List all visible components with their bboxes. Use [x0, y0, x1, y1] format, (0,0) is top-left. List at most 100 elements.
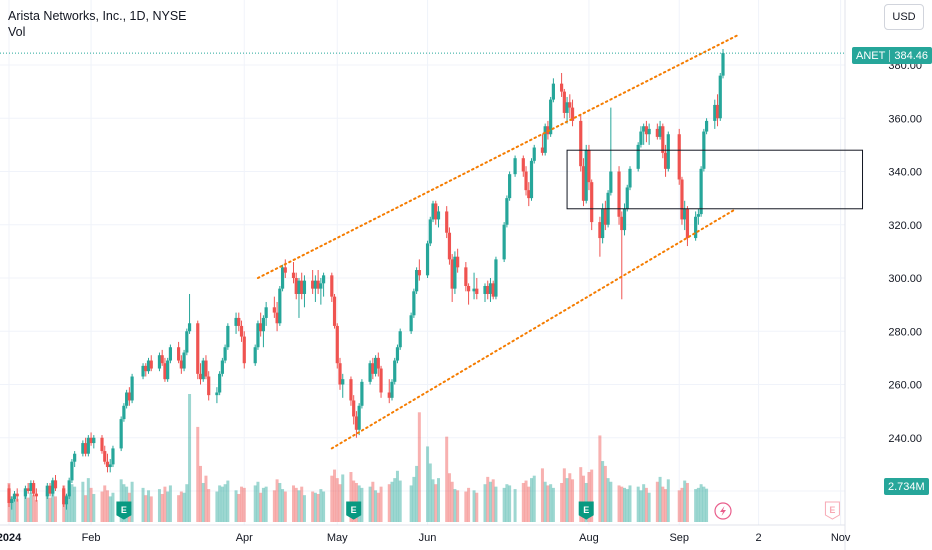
earnings-flag-icon[interactable]: E	[578, 501, 594, 520]
volume-bar	[445, 436, 449, 522]
candle-body	[291, 272, 296, 278]
volume-bar	[426, 446, 430, 522]
volume-bar	[259, 492, 263, 522]
earnings-flag-icon[interactable]: E	[346, 501, 362, 520]
volume-bar	[387, 484, 391, 522]
candle-body	[376, 357, 380, 369]
candle-body	[182, 352, 186, 369]
volume-bar	[34, 500, 38, 522]
volume-bar	[313, 492, 317, 522]
volume-bar	[338, 484, 342, 522]
candle-body	[352, 400, 356, 417]
lightning-bolt	[720, 506, 726, 516]
volume-bar	[546, 485, 550, 522]
candle-body	[549, 99, 553, 135]
earnings-flag-shape	[116, 501, 132, 520]
volume-bar	[560, 482, 564, 522]
volume-bar	[147, 490, 151, 522]
candle-body	[694, 216, 698, 239]
volume-bar	[333, 469, 337, 522]
dividend-lightning-icon[interactable]	[714, 502, 732, 520]
candle-body	[122, 405, 126, 420]
candle-body	[253, 347, 257, 364]
volume-bar	[587, 472, 591, 522]
volume-bar	[242, 487, 246, 522]
earnings-flag-icon[interactable]: E	[824, 501, 840, 520]
volume-bar	[188, 394, 192, 522]
candle-body	[196, 323, 200, 374]
channel-upper-line[interactable]	[256, 34, 738, 279]
volume-bar	[456, 490, 460, 522]
candle-body	[360, 381, 364, 406]
candle-body	[10, 498, 14, 503]
volume-bar	[201, 482, 205, 522]
channel-lower-line[interactable]	[330, 209, 735, 450]
volume-bar	[81, 481, 85, 522]
candle-body	[551, 83, 555, 100]
volume-bar	[617, 485, 621, 522]
candle-body	[409, 315, 413, 332]
candle-body	[715, 104, 720, 119]
volume-bar	[642, 484, 646, 522]
candle-body	[157, 355, 162, 369]
candle-body	[412, 291, 416, 316]
candle-body	[103, 451, 107, 462]
range-rectangle[interactable]	[566, 149, 864, 210]
volume-bar	[568, 473, 572, 522]
volume-bar	[598, 435, 602, 522]
candle-body	[187, 323, 192, 332]
candle-body	[100, 437, 104, 452]
volume-bar	[579, 467, 583, 522]
candle-body	[453, 256, 457, 289]
volume-bar	[571, 479, 575, 522]
candle-body	[505, 198, 509, 225]
volume-bar	[281, 489, 285, 522]
candle-body	[89, 437, 93, 444]
candle-body	[639, 131, 643, 145]
volume-bar	[322, 491, 326, 522]
candle-body	[390, 381, 394, 398]
volume-bar	[160, 493, 164, 522]
candle-body	[119, 419, 123, 449]
candle-body	[494, 259, 498, 297]
volume-bar	[29, 492, 33, 522]
earnings-flag-icon[interactable]: E	[116, 501, 132, 520]
volume-bar	[655, 481, 659, 522]
volume-bar	[664, 489, 668, 522]
currency-button[interactable]: USD	[884, 4, 924, 30]
volume-bar	[316, 493, 320, 522]
candle-body	[521, 158, 525, 172]
volume-bar	[551, 487, 555, 522]
candle-body	[450, 259, 454, 289]
candle-body	[300, 280, 304, 294]
earnings-flag-label: E	[829, 505, 835, 515]
volume-bar	[666, 479, 670, 522]
volume-bar	[543, 481, 547, 522]
volume-bar	[601, 461, 605, 522]
candle-body	[562, 91, 566, 113]
candle-body	[272, 307, 276, 313]
chart-title: Arista Networks, Inc., 1D, NYSE	[8, 9, 187, 23]
candle-body	[570, 107, 575, 121]
candle-body	[45, 485, 49, 497]
price-axis[interactable]: 220.00240.00260.00280.00300.00320.00340.…	[888, 60, 922, 498]
candle-body	[242, 336, 246, 364]
volume-bar	[398, 480, 402, 522]
volume-bar	[275, 479, 279, 522]
candle-body	[15, 493, 19, 497]
candle-body	[67, 480, 71, 497]
candle-body	[713, 104, 717, 121]
volume-bar	[450, 481, 454, 522]
candle-body	[642, 126, 646, 132]
candle-body	[508, 174, 512, 199]
time-axis[interactable]: 2024 Feb Apr May Jun Aug Sep 2 Nov	[0, 532, 851, 544]
candle-body	[718, 75, 722, 119]
candle-body	[398, 331, 402, 348]
candle-body	[663, 152, 668, 169]
volume-bar	[590, 469, 594, 522]
volume-bar	[330, 475, 334, 522]
candle-body	[321, 275, 326, 284]
y-tick-label: 320.00	[888, 220, 922, 232]
volume-bar	[447, 473, 451, 522]
